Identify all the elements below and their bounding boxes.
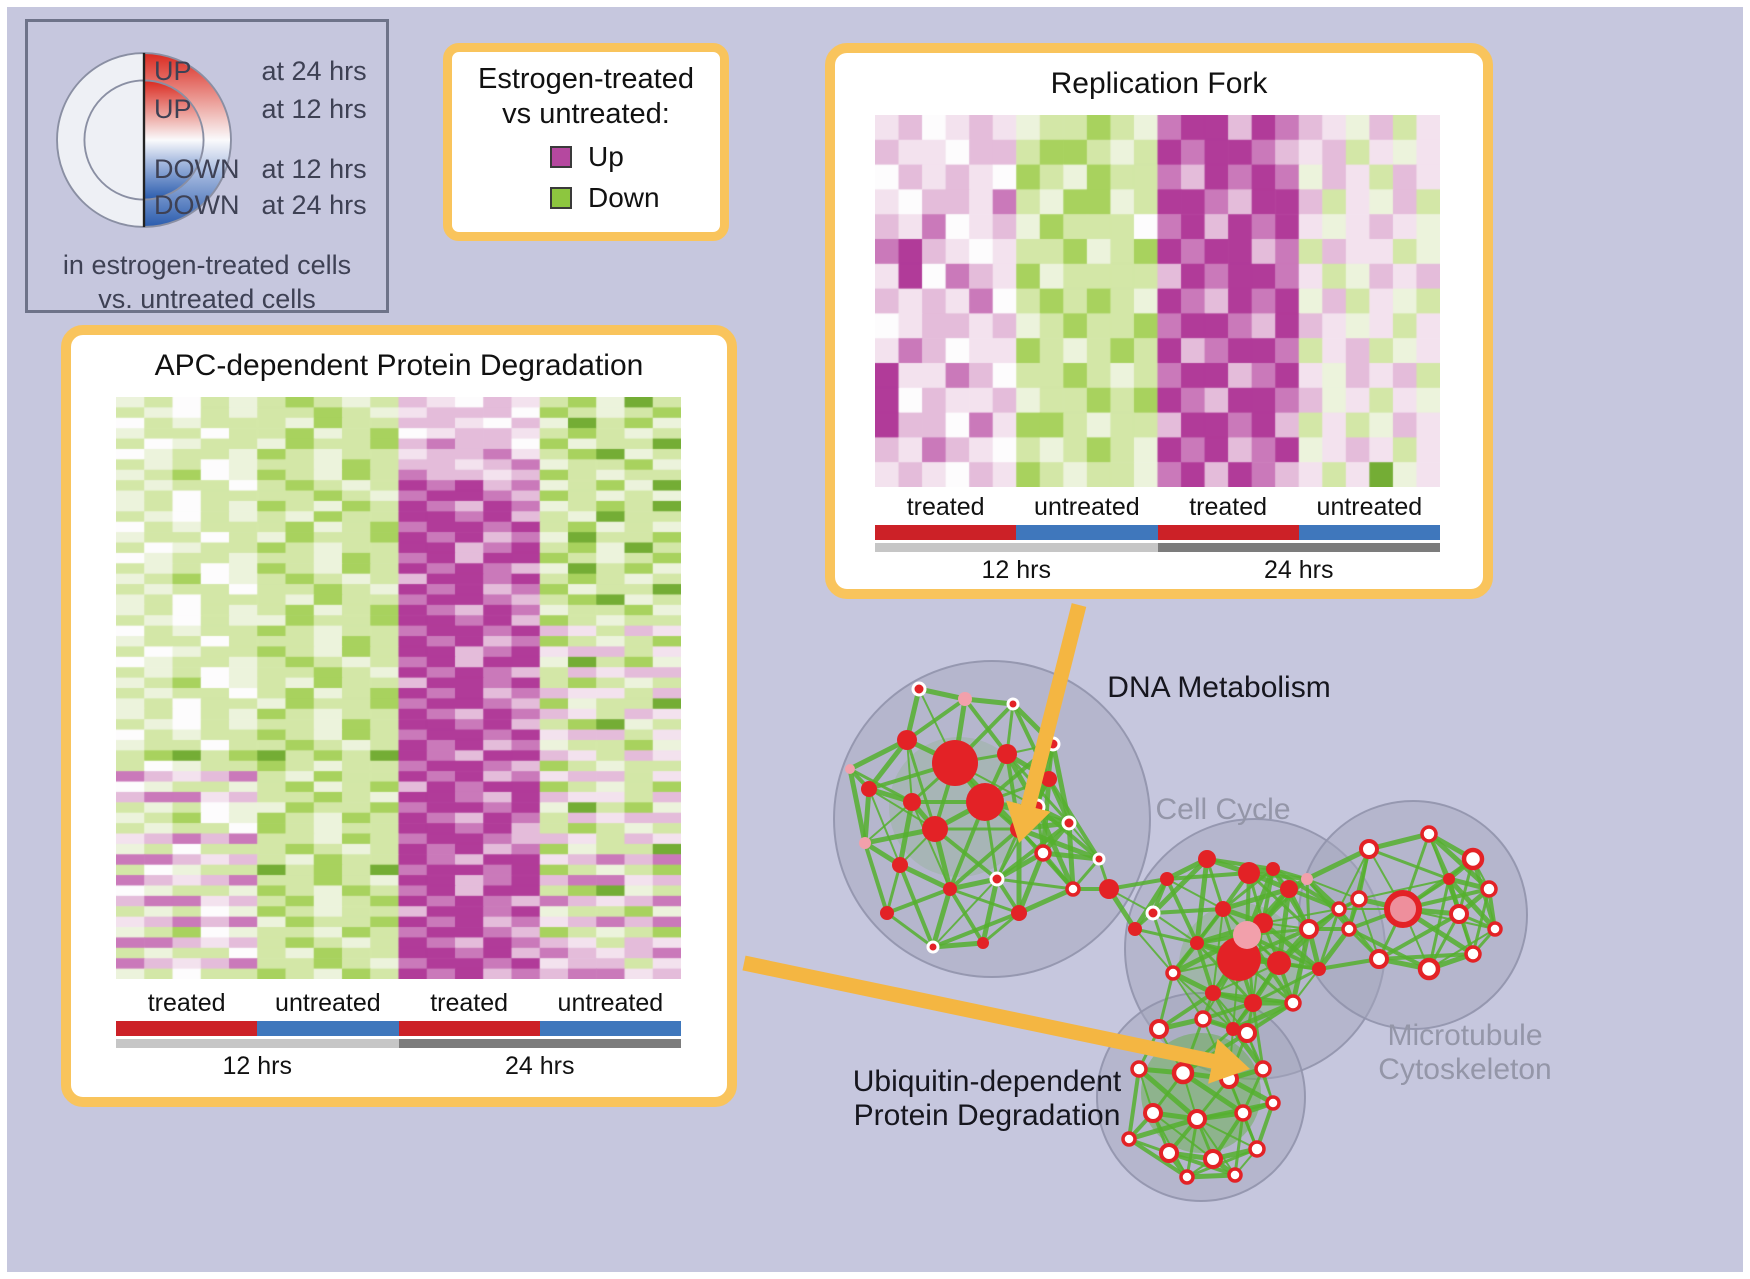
direction-label: UP <box>154 56 192 86</box>
condition-label-treated: treated <box>430 989 509 1017</box>
treated-bar-segment <box>398 1021 540 1036</box>
time-bar <box>116 1039 681 1048</box>
direction-label: UP <box>154 94 192 124</box>
bar-12hrs-segment <box>875 543 1158 552</box>
untreated-bar-segment <box>1298 525 1440 540</box>
condition-label-treated: treated <box>147 989 226 1017</box>
condition-label-untreated: untreated <box>557 989 664 1017</box>
untreated-bar-segment <box>1016 525 1158 540</box>
direction-label: DOWN <box>154 190 240 220</box>
legend-row: DOWN at 12 hrs <box>154 154 367 185</box>
condition-label-treated: treated <box>1189 493 1268 521</box>
untreated-bar-segment <box>257 1021 399 1036</box>
legend-caption-line1: in estrogen-treated cells <box>62 250 352 280</box>
bar-24hrs-segment <box>398 1039 681 1048</box>
bar-12hrs-segment <box>116 1039 399 1048</box>
cluster-label-ubiquitin-line2: Protein Degradation <box>853 1099 1121 1132</box>
time-label-12hrs: 12 hrs <box>981 556 1051 584</box>
direction-label: DOWN <box>154 154 240 184</box>
down-color-swatch <box>550 187 572 209</box>
time-label-12hrs: 12 hrs <box>222 1052 292 1080</box>
untreated-bar-segment <box>539 1021 681 1036</box>
legend-title: Estrogen-treated vs untreated: <box>452 62 720 132</box>
bar-24hrs-segment <box>1157 543 1440 552</box>
condition-labels: treated untreated treated untreated <box>875 493 1440 522</box>
apc-degradation-heatmap <box>116 397 681 979</box>
treated-bar-segment <box>875 525 1017 540</box>
cluster-label-microtubule-line1: Microtubule <box>1387 1019 1543 1052</box>
cluster-label-ubiquitin-line1: Ubiquitin-dependent <box>852 1065 1122 1098</box>
condition-labels: treated untreated treated untreated <box>116 989 681 1018</box>
replication-fork-panel: Replication Fork treated untreated treat… <box>825 43 1493 599</box>
time-bar <box>875 543 1440 552</box>
updown-time-circles-icon <box>56 52 232 228</box>
cluster-label-microtubule-line2: Cytoskeleton <box>1378 1053 1552 1086</box>
up-color-swatch <box>550 146 572 168</box>
cluster-label-dna-metabolism: DNA Metabolism <box>1107 671 1331 704</box>
replication-fork-heatmap <box>875 115 1440 487</box>
time-label: at 12 hrs <box>261 154 367 184</box>
legend-item-up: Up <box>550 141 720 173</box>
cluster-label-cell-cycle: Cell Cycle <box>1155 793 1291 826</box>
condition-color-bar <box>875 525 1440 540</box>
apc-degradation-panel: APC-dependent Protein Degradation treate… <box>61 325 737 1107</box>
treated-bar-segment <box>1157 525 1299 540</box>
panel-title-apc-degradation: APC-dependent Protein Degradation <box>154 349 644 382</box>
time-direction-legend: UP at 24 hrs UP at 12 hrs DOWN at 12 hrs… <box>25 19 389 314</box>
time-labels: 12 hrs 24 hrs <box>875 556 1440 585</box>
legend-title-line1: Estrogen-treated <box>477 63 694 95</box>
time-label-24hrs: 24 hrs <box>1264 556 1334 584</box>
up-label: Up <box>588 141 624 172</box>
condition-color-bar <box>116 1021 681 1036</box>
legend-item-down: Down <box>550 182 720 214</box>
time-label-24hrs: 24 hrs <box>505 1052 575 1080</box>
time-labels: 12 hrs 24 hrs <box>116 1052 681 1081</box>
legend-row: DOWN at 24 hrs <box>154 190 367 221</box>
time-label: at 12 hrs <box>261 94 367 124</box>
condition-label-treated: treated <box>906 493 985 521</box>
treated-bar-segment <box>116 1021 258 1036</box>
legend-caption-line2: vs. untreated cells <box>98 284 316 314</box>
updown-color-legend: Estrogen-treated vs untreated: Up Down <box>443 43 729 241</box>
time-label: at 24 hrs <box>261 190 367 220</box>
condition-label-untreated: untreated <box>275 989 381 1017</box>
panel-title-replication-fork: Replication Fork <box>1050 67 1268 100</box>
legend-row: UP at 12 hrs <box>154 94 367 125</box>
legend-title-line2: vs untreated: <box>502 98 670 130</box>
condition-label-untreated: untreated <box>1034 493 1140 521</box>
down-label: Down <box>588 182 660 213</box>
condition-label-untreated: untreated <box>1316 493 1423 521</box>
legend-row: UP at 24 hrs <box>154 56 367 87</box>
time-label: at 24 hrs <box>261 56 367 86</box>
